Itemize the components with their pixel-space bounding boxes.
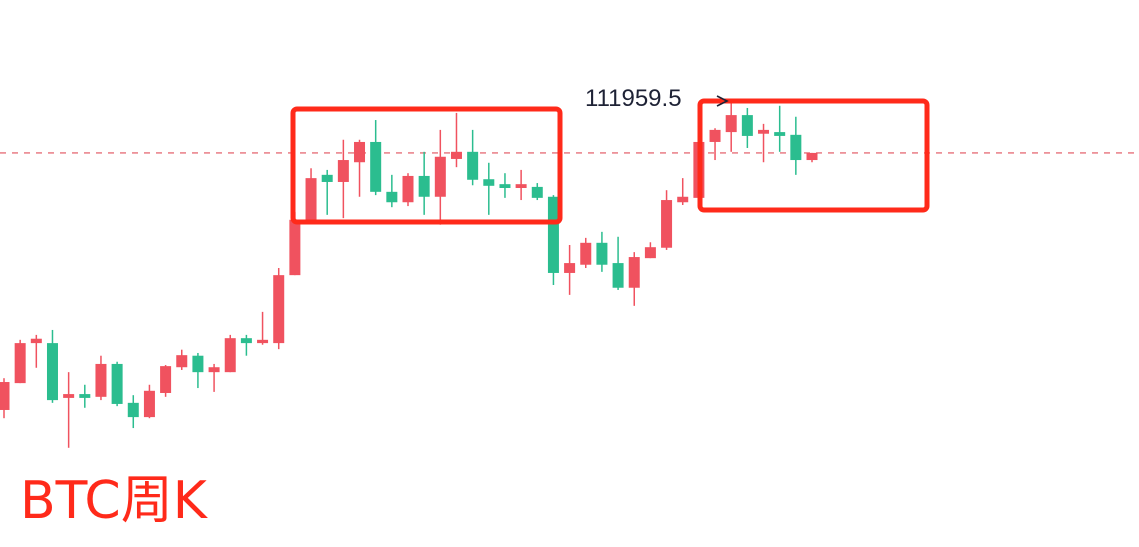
candle-body bbox=[790, 134, 802, 161]
candle-body bbox=[257, 339, 269, 344]
candle-body bbox=[402, 175, 414, 203]
candle-body bbox=[483, 179, 495, 186]
candle-body bbox=[806, 152, 818, 161]
candle-body bbox=[0, 382, 10, 410]
candle-body bbox=[337, 160, 349, 182]
candle-body bbox=[499, 184, 511, 188]
candle-body bbox=[709, 129, 721, 142]
candle-body bbox=[386, 191, 398, 203]
chart-title: BTC周K bbox=[20, 471, 209, 531]
candle-body bbox=[192, 355, 204, 373]
candle-body bbox=[370, 141, 382, 192]
candle-body bbox=[224, 338, 236, 373]
candle-body bbox=[547, 196, 559, 273]
candle-body bbox=[564, 263, 576, 273]
candle-body bbox=[741, 115, 753, 136]
candle-body bbox=[208, 367, 220, 373]
candle-body bbox=[305, 178, 317, 220]
candle-body bbox=[661, 200, 673, 248]
candle-body bbox=[143, 390, 155, 418]
candle-body bbox=[467, 151, 479, 180]
highlight-box bbox=[290, 106, 563, 225]
candle-body bbox=[531, 186, 543, 198]
candle-body bbox=[14, 343, 26, 384]
candle-body bbox=[289, 219, 301, 276]
high-price-arrow bbox=[716, 95, 729, 107]
candle-body bbox=[160, 366, 172, 393]
high-price-label: 111959.5 bbox=[585, 85, 682, 112]
candle-body bbox=[95, 363, 107, 397]
candle-body bbox=[79, 394, 91, 398]
candle-body bbox=[580, 242, 592, 265]
candle-body bbox=[321, 174, 333, 182]
candle-body bbox=[677, 196, 689, 203]
candle-body bbox=[515, 184, 527, 188]
candle-body bbox=[111, 363, 123, 404]
candle-body bbox=[127, 402, 139, 418]
highlight-box bbox=[697, 98, 930, 213]
candle-body bbox=[450, 151, 462, 159]
candle-body bbox=[596, 242, 608, 265]
candle-body bbox=[612, 263, 624, 288]
candle-body bbox=[176, 355, 188, 368]
candles bbox=[0, 103, 1139, 448]
candle-body bbox=[240, 338, 252, 344]
candle-body bbox=[273, 275, 285, 344]
candle-body bbox=[434, 156, 446, 197]
candle-body bbox=[46, 343, 58, 401]
candle-body bbox=[628, 257, 640, 288]
candle-body bbox=[354, 141, 366, 163]
candle-body bbox=[63, 394, 75, 398]
candle-body bbox=[774, 132, 786, 136]
candle-body bbox=[418, 175, 430, 197]
candle-body bbox=[30, 338, 42, 344]
candle-body bbox=[725, 115, 737, 133]
candle-body bbox=[644, 247, 656, 259]
candle-body bbox=[758, 129, 770, 134]
